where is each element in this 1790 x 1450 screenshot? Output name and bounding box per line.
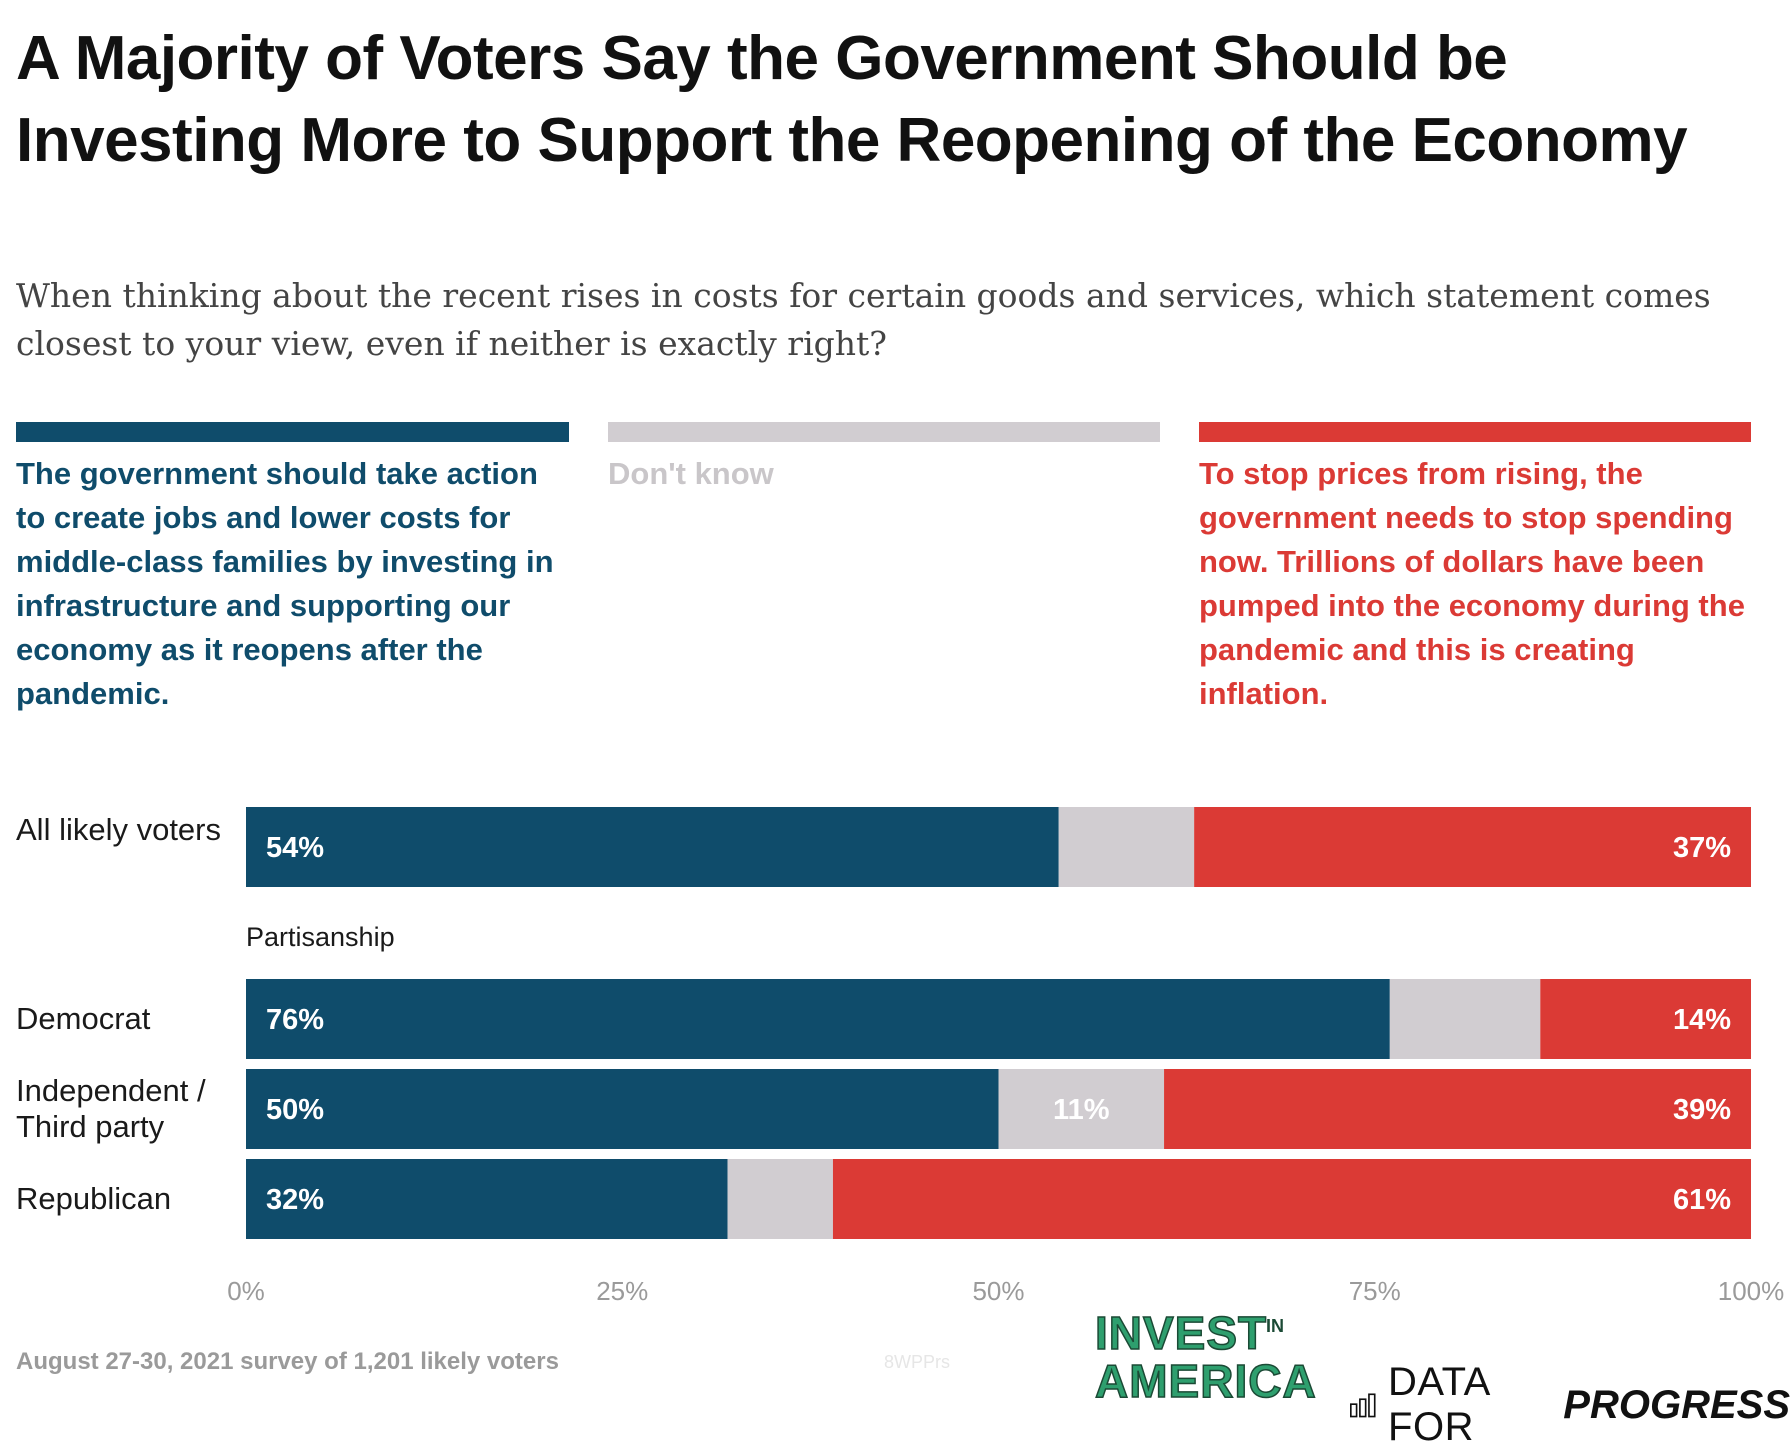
bar-label-democrat-invest: 76%	[266, 1004, 324, 1036]
bar-independent-stop-spending	[1164, 1069, 1751, 1149]
legend-item-stop-spending: To stop prices from rising, the governme…	[1199, 422, 1751, 722]
legend-label-dont-know: Don't know	[608, 456, 774, 491]
x-tick-label: 75%	[1349, 1276, 1401, 1306]
chart-title: A Majority of Voters Say the Government …	[16, 24, 1688, 175]
bar-republican-stop-spending	[832, 1159, 1751, 1239]
bar-label-republican-invest: 32%	[266, 1184, 324, 1216]
logo-america-text: AMERICA	[1094, 1355, 1317, 1407]
x-tick-label: 50%	[972, 1276, 1024, 1306]
section-label-partisanship: Partisanship	[246, 922, 395, 952]
x-tick-label: 100%	[1718, 1276, 1785, 1306]
logo-invest-text: INVEST	[1094, 1307, 1268, 1359]
legend-swatch-stop-spending	[1199, 422, 1751, 442]
row-label-republican: Republican	[16, 1181, 172, 1216]
survey-note: August 27-30, 2021 survey of 1,201 likel…	[16, 1348, 559, 1375]
bar-label-republican-stop-spending: 61%	[1673, 1184, 1731, 1216]
bar-label-democrat-stop-spending: 14%	[1673, 1004, 1731, 1036]
legend-swatch-dont-know	[608, 422, 1160, 442]
bar-label-all-likely-voters-invest: 54%	[266, 832, 324, 864]
bar-chart-icon	[1350, 1393, 1376, 1418]
bar-independent-dont-know	[998, 1069, 1165, 1149]
bar-republican-invest	[246, 1159, 728, 1239]
legend-label-invest: The government should take action to cre…	[16, 456, 554, 711]
row-label-democrat: Democrat	[16, 1001, 151, 1036]
row-label-independent: Independent / Third party	[16, 1073, 206, 1144]
bar-label-independent-invest: 50%	[266, 1094, 324, 1126]
row-label-all-likely-voters: All likely voters	[16, 812, 221, 847]
bar-democrat-invest	[246, 979, 1390, 1059]
legend-item-dont-know: Don't know	[608, 422, 1160, 722]
legend-item-invest: The government should take action to cre…	[16, 422, 569, 722]
bar-label-independent-dont-know: 11%	[1053, 1094, 1110, 1126]
bar-all-likely-voters-stop-spending	[1194, 807, 1751, 887]
x-tick-label: 25%	[596, 1276, 648, 1306]
bar-democrat-dont-know	[1389, 979, 1541, 1059]
bar-all-likely-voters-invest	[246, 807, 1059, 887]
legend-swatch-invest	[16, 422, 569, 442]
legend-label-stop-spending: To stop prices from rising, the governme…	[1199, 456, 1745, 711]
data-for-progress-logo: DATA FOR PROGRESS	[1350, 1360, 1790, 1450]
x-tick-label: 0%	[227, 1276, 265, 1306]
bar-independent-invest	[246, 1069, 999, 1149]
watermark: 8WPPrs	[884, 1352, 951, 1372]
bar-label-independent-stop-spending: 39%	[1673, 1094, 1731, 1126]
chart-subtitle: When thinking about the recent rises in …	[16, 276, 1711, 363]
bar-all-likely-voters-dont-know	[1058, 807, 1195, 887]
logo-dfp-text-1: DATA FOR	[1388, 1360, 1489, 1449]
bar-democrat-stop-spending	[1540, 979, 1751, 1059]
invest-in-america-logo: INVEST IN AMERICA	[1094, 1307, 1317, 1418]
bar-label-all-likely-voters-stop-spending: 37%	[1673, 832, 1731, 864]
bar-republican-dont-know	[727, 1159, 833, 1239]
logo-in-text: IN	[1266, 1316, 1284, 1336]
logo-dfp-text-2: PROGRESS	[1563, 1382, 1790, 1427]
